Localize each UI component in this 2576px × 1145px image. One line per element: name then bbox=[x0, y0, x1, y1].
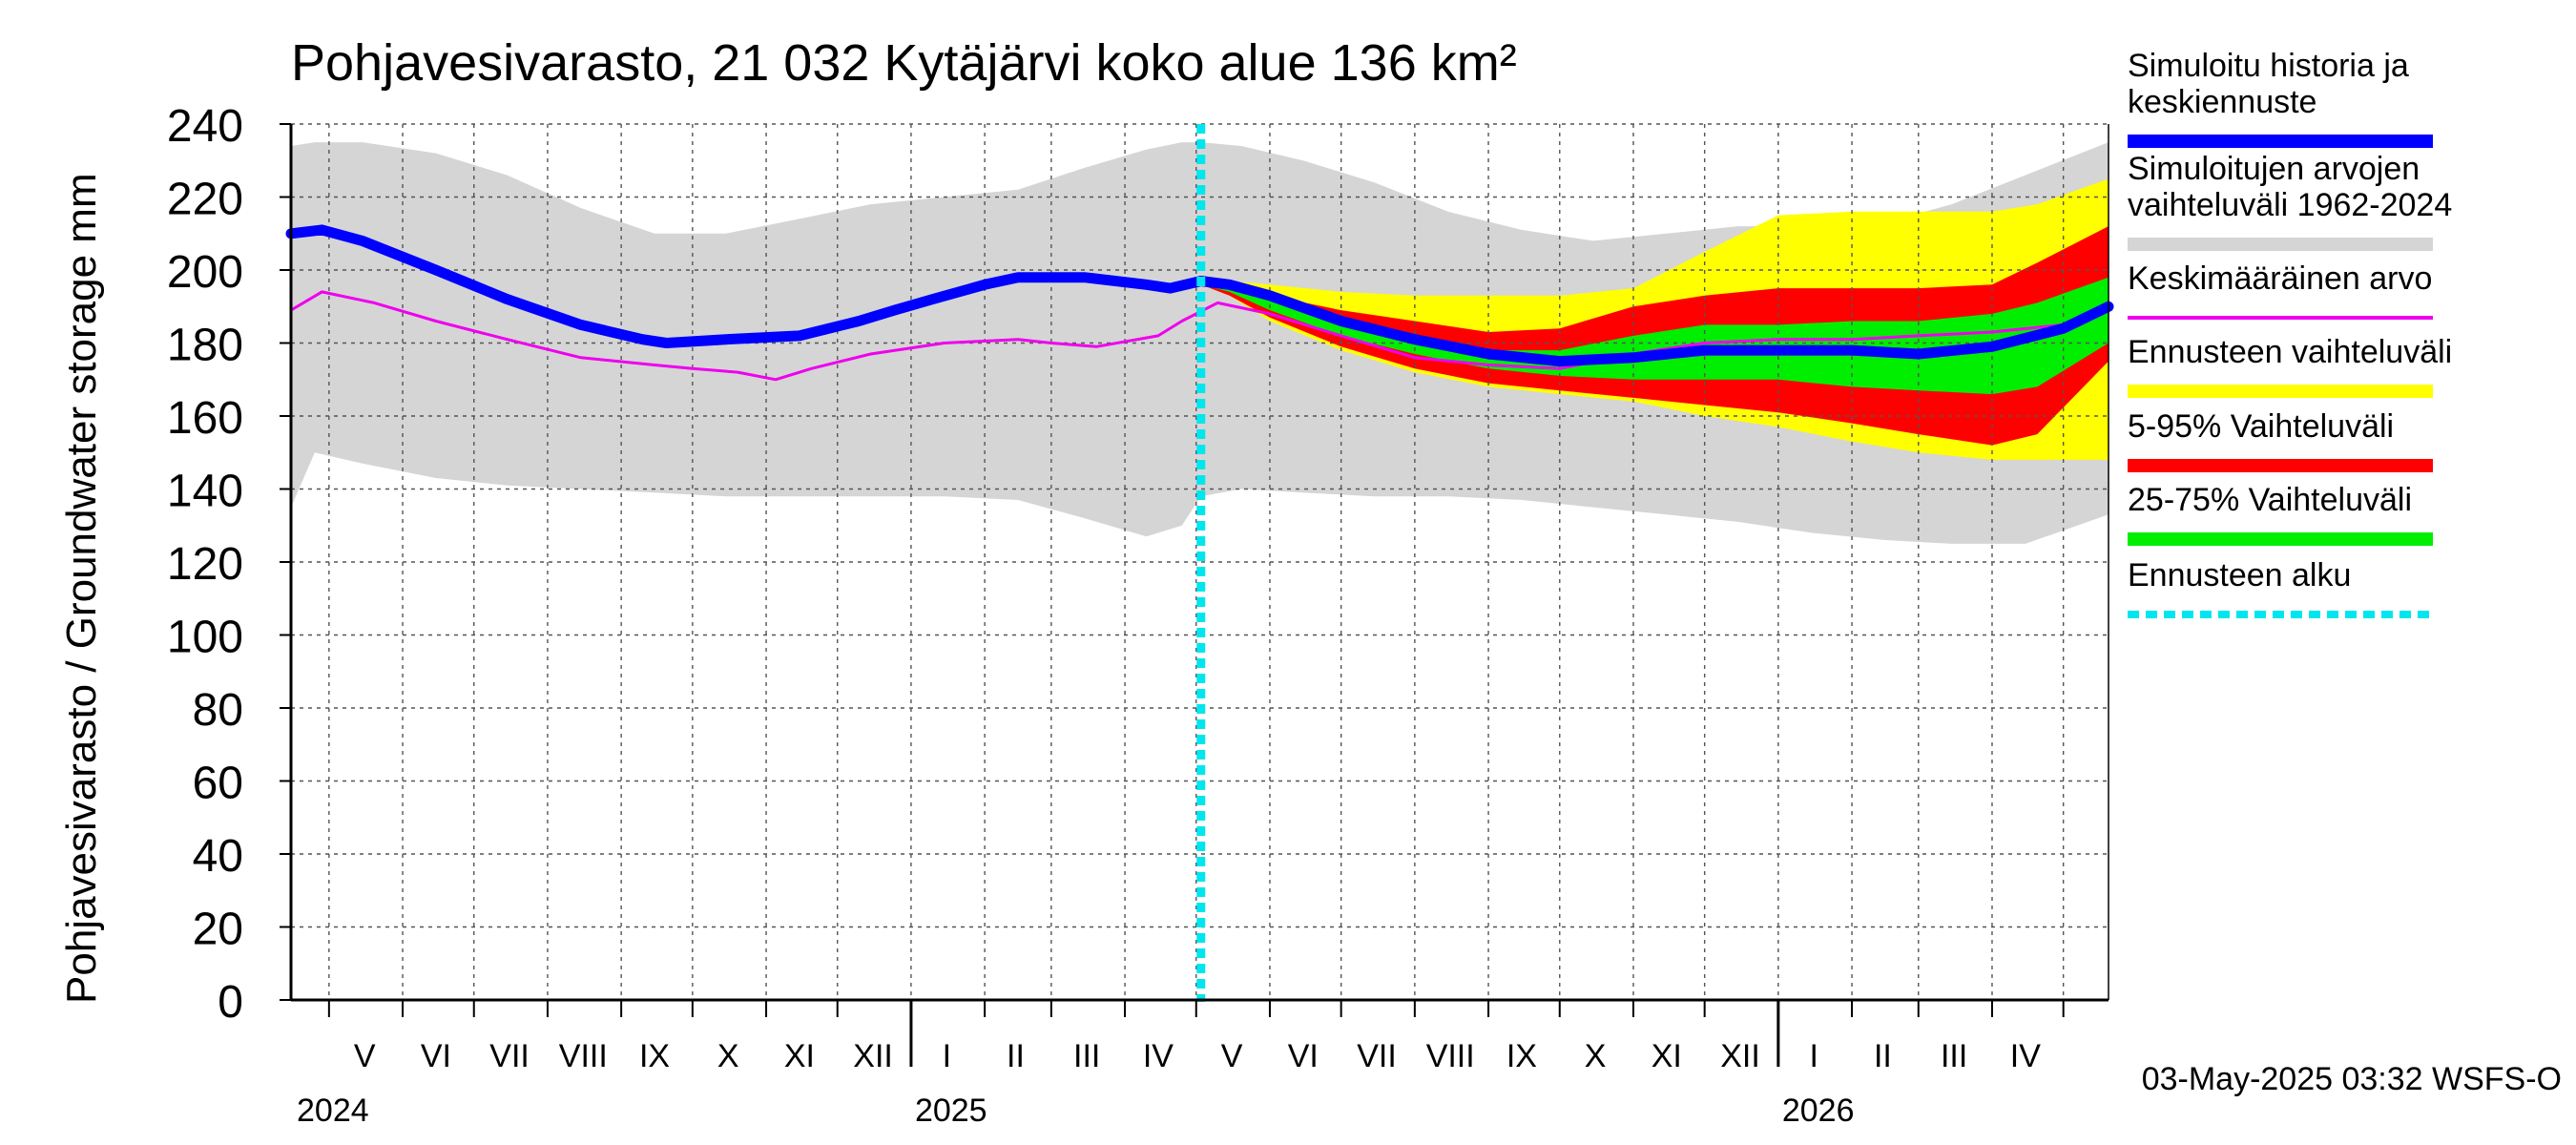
y-tick-label: 140 bbox=[167, 467, 243, 517]
legend-label-simuloitu-historia-ja-keskiennuste: Simuloitu historia ja keskiennuste bbox=[2128, 48, 2409, 120]
month-label: IV bbox=[1143, 1038, 1174, 1074]
series-line-keskimaarainen-arvo bbox=[289, 290, 2110, 382]
y-tick-label: 220 bbox=[167, 175, 243, 225]
chart-grid bbox=[291, 123, 2109, 1000]
chart-legend: Simuloitu historia ja keskiennusteSimuloi… bbox=[2128, 48, 2452, 618]
month-label: X bbox=[717, 1038, 739, 1074]
legend-label-line: Simuloitujen arvojen bbox=[2128, 151, 2420, 187]
y-axis-label: Pohjavesivarasto / Groundwater storage m… bbox=[58, 173, 105, 1004]
month-label: V bbox=[1221, 1038, 1243, 1074]
month-label: IV bbox=[2010, 1038, 2041, 1074]
year-label: 2024 bbox=[297, 1093, 369, 1129]
month-label: II bbox=[1007, 1038, 1025, 1074]
month-label: VIII bbox=[559, 1038, 608, 1074]
y-tick-label: 0 bbox=[218, 977, 243, 1028]
legend-label-simuloitujen-arvojen-vaihteluvali-1962-2024: Simuloitujen arvojen vaihteluväli 1962-20… bbox=[2128, 151, 2452, 223]
y-tick-label: 180 bbox=[167, 321, 243, 371]
month-label: IX bbox=[1506, 1038, 1537, 1074]
series-line-simuloitu-historia-ja-keskiennuste bbox=[285, 224, 2114, 367]
month-label: I bbox=[1809, 1038, 1818, 1074]
chart-lines bbox=[285, 124, 2114, 1002]
band-25-75-vaihteluvali bbox=[1200, 277, 2109, 395]
legend-label-line: Simuloitu historia ja bbox=[2128, 48, 2409, 84]
y-tick-label: 160 bbox=[167, 393, 243, 444]
legend-label-line: vaihteluväli 1962-2024 bbox=[2128, 187, 2452, 223]
month-label: IX bbox=[639, 1038, 670, 1074]
month-label: XII bbox=[853, 1038, 893, 1074]
y-tick-label: 20 bbox=[193, 905, 243, 955]
y-tick-label: 40 bbox=[193, 831, 243, 882]
y-tick-label: 100 bbox=[167, 613, 243, 663]
y-tick-label: 240 bbox=[167, 101, 243, 152]
month-label: V bbox=[354, 1038, 376, 1074]
y-tick-label: 60 bbox=[193, 759, 243, 809]
month-label: VIII bbox=[1426, 1038, 1475, 1074]
month-label: VII bbox=[489, 1038, 530, 1074]
year-label: 2025 bbox=[915, 1093, 987, 1129]
month-label: X bbox=[1585, 1038, 1607, 1074]
legend-label-ennusteen-alku: Ennusteen alku bbox=[2128, 557, 2351, 593]
legend-label-keskimaarainen-arvo: Keskimääräinen arvo bbox=[2128, 260, 2432, 297]
month-label: XI bbox=[784, 1038, 815, 1074]
legend-label-line: keskiennuste bbox=[2128, 84, 2316, 120]
month-label: III bbox=[1073, 1038, 1100, 1074]
month-label: I bbox=[943, 1038, 951, 1074]
y-tick-label: 80 bbox=[193, 685, 243, 736]
month-label: III bbox=[1941, 1038, 1967, 1074]
timestamp-label: 03-May-2025 03:32 WSFS-O bbox=[2142, 1061, 2562, 1097]
y-tick-label: 120 bbox=[167, 539, 243, 590]
month-label: XI bbox=[1652, 1038, 1682, 1074]
chart-title: Pohjavesivarasto, 21 032 Kytäjärvi koko … bbox=[291, 34, 1517, 92]
month-label: II bbox=[1874, 1038, 1892, 1074]
month-label: XII bbox=[1720, 1038, 1760, 1074]
legend-label-5-95-vaihteluvali: 5-95% Vaihteluväli bbox=[2128, 408, 2394, 445]
month-label: VI bbox=[421, 1038, 451, 1074]
legend-label-25-75-vaihteluvali: 25-75% Vaihteluväli bbox=[2128, 482, 2412, 518]
month-label: VII bbox=[1357, 1038, 1397, 1074]
y-tick-label: 200 bbox=[167, 247, 243, 298]
year-label: 2026 bbox=[1782, 1093, 1855, 1129]
legend-label-ennusteen-vaihteluvali: Ennusteen vaihteluväli bbox=[2128, 334, 2452, 370]
month-label: VI bbox=[1288, 1038, 1319, 1074]
